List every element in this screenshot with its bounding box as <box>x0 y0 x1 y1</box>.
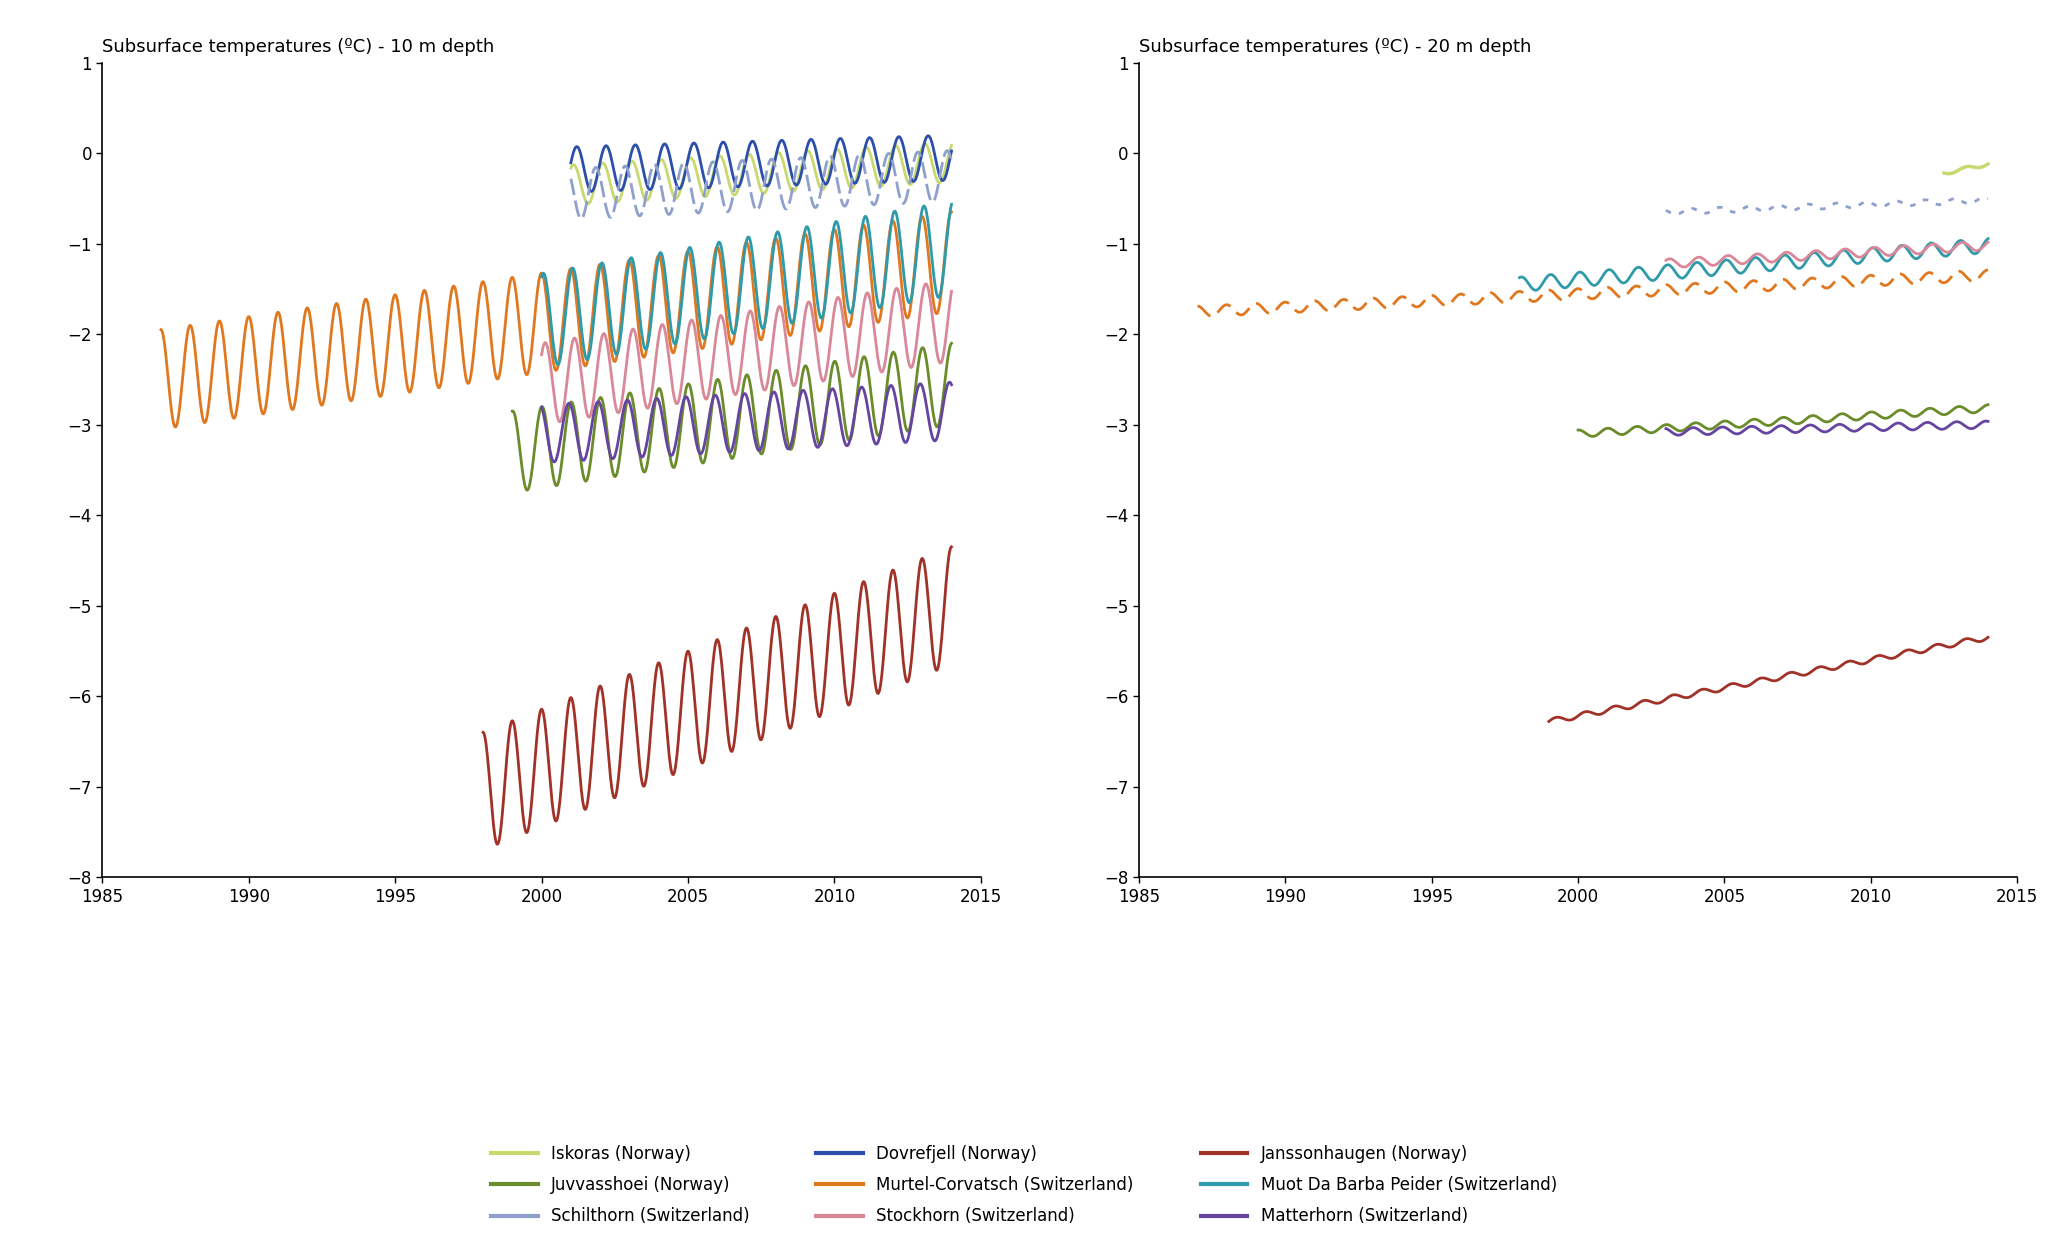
Text: Subsurface temperatures (ºC) - 10 m depth: Subsurface temperatures (ºC) - 10 m dept… <box>102 38 496 55</box>
Legend: Iskoras (Norway), Juvvasshoei (Norway), Schilthorn (Switzerland), Dovrefjell (No: Iskoras (Norway), Juvvasshoei (Norway), … <box>485 1138 1563 1232</box>
Text: Subsurface temperatures (ºC) - 20 m depth: Subsurface temperatures (ºC) - 20 m dept… <box>1139 38 1532 55</box>
